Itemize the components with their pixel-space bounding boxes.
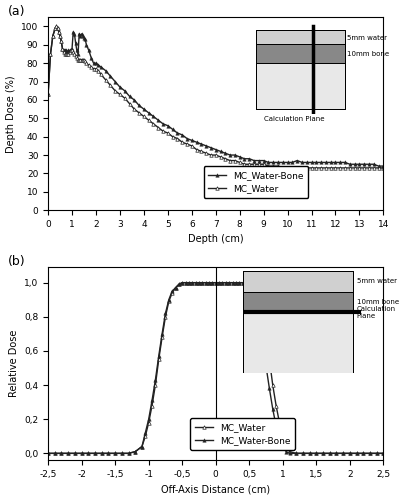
MC_Water [45, 92, 50, 98]
MC_Water-Bone [241, 156, 246, 162]
MC_Water-Bone [54, 24, 59, 30]
MC_Water-Bone [70, 29, 75, 35]
MC_Water [70, 49, 75, 55]
Legend: MC_Water, MC_Water-Bone: MC_Water, MC_Water-Bone [190, 418, 294, 450]
MC_Water [380, 450, 385, 456]
MC_Water-Bone [307, 450, 311, 456]
MC_Water [55, 26, 60, 32]
MC_Water [340, 450, 345, 456]
MC_Water-Bone [375, 163, 380, 169]
Legend: MC_Water-Bone, MC_Water: MC_Water-Bone, MC_Water [203, 166, 308, 198]
MC_Water [280, 165, 285, 171]
MC_Water [146, 420, 151, 426]
MC_Water-Bone [320, 450, 325, 456]
MC_Water [307, 450, 311, 456]
MC_Water-Bone [45, 450, 50, 456]
MC_Water [251, 161, 256, 167]
MC_Water [179, 280, 184, 285]
MC_Water [265, 163, 270, 169]
Text: (a): (a) [8, 6, 25, 18]
MC_Water-Bone [55, 26, 60, 32]
MC_Water [45, 450, 50, 456]
MC_Water [216, 280, 221, 285]
MC_Water-Bone [251, 158, 256, 164]
MC_Water-Bone [380, 450, 385, 456]
Line: MC_Water-Bone: MC_Water-Bone [46, 281, 384, 455]
MC_Water-Bone [45, 92, 50, 98]
MC_Water-Bone [265, 160, 270, 166]
Line: MC_Water-Bone: MC_Water-Bone [46, 25, 384, 168]
MC_Water [380, 165, 385, 171]
MC_Water [270, 163, 275, 169]
Y-axis label: Depth Dose (%): Depth Dose (%) [6, 75, 15, 152]
MC_Water [320, 450, 325, 456]
X-axis label: Depth (cm): Depth (cm) [188, 234, 243, 244]
Line: MC_Water: MC_Water [46, 281, 384, 455]
MC_Water [54, 24, 59, 30]
Text: (b): (b) [8, 256, 26, 268]
MC_Water [173, 285, 177, 291]
Line: MC_Water: MC_Water [46, 25, 384, 170]
MC_Water-Bone [340, 450, 345, 456]
MC_Water-Bone [173, 285, 177, 291]
Y-axis label: Relative Dose: Relative Dose [9, 330, 19, 398]
MC_Water-Bone [270, 160, 275, 166]
X-axis label: Off-Axis Distance (cm): Off-Axis Distance (cm) [161, 484, 270, 494]
MC_Water [241, 161, 246, 167]
MC_Water-Bone [146, 416, 151, 422]
MC_Water-Bone [380, 163, 385, 169]
MC_Water-Bone [216, 280, 221, 285]
MC_Water-Bone [179, 280, 184, 285]
